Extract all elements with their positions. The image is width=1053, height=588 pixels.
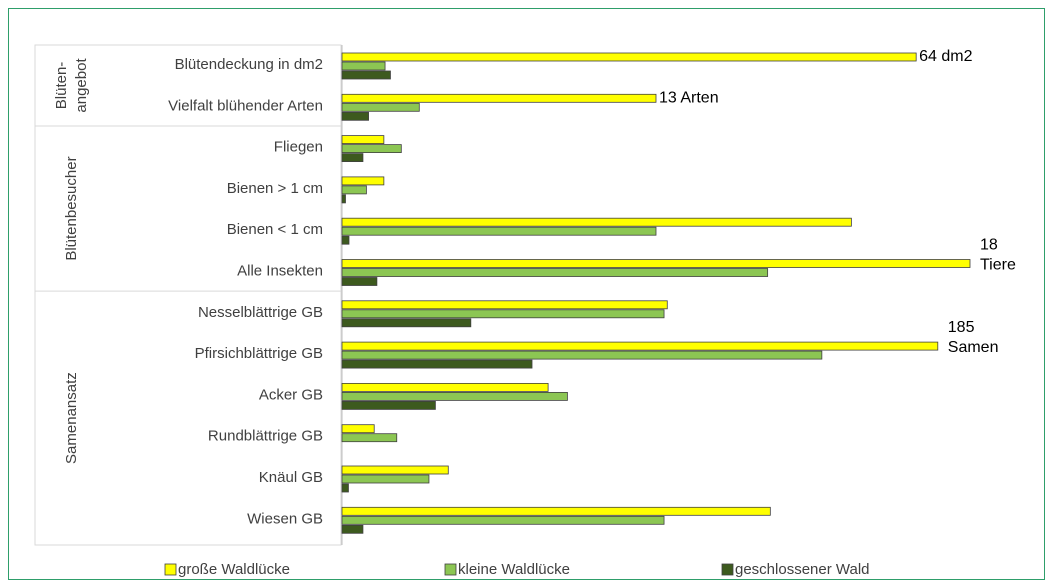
category-label: Pfirsichblättrige GB: [195, 345, 323, 362]
bar: [341, 235, 350, 245]
label-panel: [34, 44, 342, 546]
legend-label: große Waldlücke: [178, 561, 290, 578]
category-label: Acker GB: [259, 386, 323, 403]
legend-label: geschlossener Wald: [735, 561, 870, 578]
bar: [341, 217, 852, 227]
category-label: Alle Insekten: [237, 262, 323, 279]
bar: [341, 474, 430, 484]
bar: [341, 226, 657, 236]
bar: [341, 61, 386, 71]
legend-swatch: [444, 563, 457, 576]
category-label: Knäul GB: [259, 469, 323, 486]
bar: [341, 433, 398, 443]
bar: [341, 309, 665, 319]
bar: [341, 144, 402, 154]
bar: [341, 382, 549, 392]
group-label: Blüten-angebot: [53, 58, 90, 113]
category-label: Nesselblättrige GB: [198, 304, 323, 321]
bar: [341, 111, 369, 121]
category-label: Rundblättrige GB: [208, 428, 323, 445]
bar: [341, 300, 668, 310]
bar: [341, 341, 939, 351]
value-label: 185 Samen: [948, 319, 999, 356]
bar: [341, 483, 349, 493]
bar: [341, 465, 449, 475]
bar: [341, 506, 771, 516]
group-label: Samenansatz: [63, 372, 80, 464]
bar: [341, 102, 420, 112]
category-label: Fliegen: [274, 139, 323, 156]
bar: [341, 277, 378, 286]
group-label: Blütenbesucher: [63, 156, 80, 260]
category-label: Bienen < 1 cm: [227, 221, 323, 238]
bar: [341, 515, 665, 525]
bar: [341, 359, 533, 369]
bar: [341, 259, 971, 268]
category-label: Wiesen GB: [247, 510, 323, 527]
chart-border: [8, 8, 1045, 580]
bar: [341, 524, 364, 534]
bar: [341, 391, 568, 401]
legend-swatch: [721, 563, 734, 576]
bar: [341, 93, 657, 103]
bar: [341, 268, 769, 277]
bar: [341, 350, 823, 360]
legend-swatch: [164, 563, 177, 576]
value-label: 64 dm2: [919, 48, 972, 65]
bar: [341, 194, 346, 204]
value-label: 13 Arten: [659, 90, 719, 107]
bar: [341, 70, 391, 80]
category-label: Bienen > 1 cm: [227, 180, 323, 197]
bar: [341, 153, 364, 163]
value-label: 18 Tiere: [980, 237, 1016, 274]
bar: [341, 185, 367, 195]
bar: [341, 135, 385, 145]
legend-label: kleine Waldlücke: [458, 561, 570, 578]
bar: [341, 176, 385, 186]
bar: [341, 400, 436, 410]
category-label: Vielfalt blühender Arten: [168, 97, 323, 114]
category-label: Blütendeckung in dm2: [175, 56, 323, 73]
bar: [341, 424, 375, 434]
bar: [341, 52, 917, 62]
bar: [341, 318, 472, 328]
